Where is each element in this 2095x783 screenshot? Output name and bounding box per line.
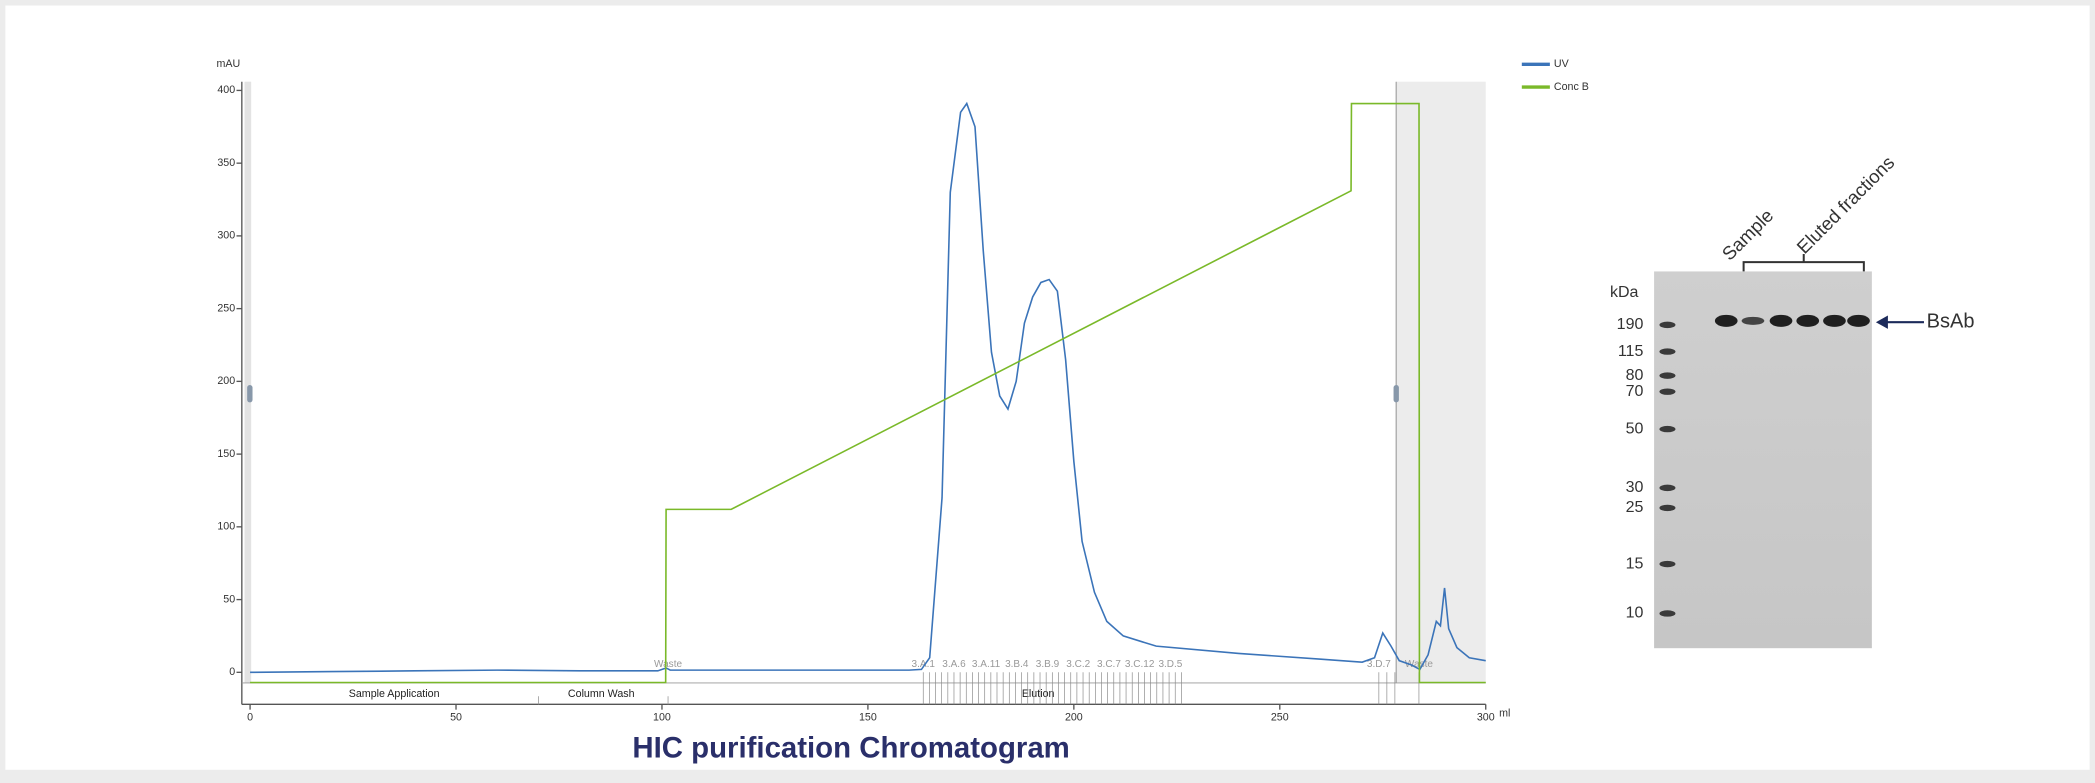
y-tick-label: 250 [217, 302, 235, 314]
marker-label: 50 [1626, 419, 1644, 437]
phase-label: Sample Application [349, 688, 440, 700]
chart-title: HIC purification Chromatogram [632, 732, 1069, 765]
phase-label: Elution [1022, 688, 1055, 700]
fraction-label: 3.C.7 [1097, 659, 1121, 670]
y-tick-label: 400 [217, 84, 235, 96]
x-axis-label: ml [1499, 707, 1510, 719]
x-tick-label: 50 [450, 712, 462, 724]
y-tick-label: 0 [229, 666, 235, 678]
gel-unit: kDa [1610, 283, 1639, 301]
marker-label: 115 [1618, 342, 1644, 360]
legend-label: Conc B [1554, 81, 1589, 93]
band [1796, 315, 1819, 327]
fraction-label: 3.B.4 [1005, 659, 1029, 670]
fraction-label: 3.A.11 [972, 659, 1001, 670]
y-axis-label: mAU [216, 58, 240, 70]
marker-label: 15 [1626, 554, 1644, 572]
fraction-label: 3.B.9 [1036, 659, 1060, 670]
x-tick-label: 250 [1271, 712, 1289, 724]
marker-label: 10 [1626, 604, 1644, 622]
ladder-band [1659, 561, 1675, 567]
fraction-label: 3.A.1 [912, 659, 936, 670]
page: {"chart_data": { "type": "line", "title"… [0, 0, 2095, 778]
ladder-band [1659, 505, 1675, 511]
x-tick-label: 100 [653, 712, 671, 724]
fraction-label: 3.C.12 [1125, 659, 1155, 670]
band [1770, 315, 1793, 327]
ladder-band [1659, 388, 1675, 394]
legend-label: UV [1554, 58, 1570, 70]
handle [247, 385, 252, 402]
marker-label: 190 [1617, 315, 1644, 333]
ladder-band [1659, 322, 1675, 328]
fraction-label: 3.C.2 [1066, 659, 1090, 670]
band [1742, 317, 1765, 325]
y-tick-label: 300 [217, 230, 235, 242]
band [1823, 315, 1846, 327]
ladder-band [1659, 485, 1675, 491]
gel-background [1654, 271, 1872, 648]
ladder-band [1659, 348, 1675, 354]
x-tick-label: 300 [1477, 712, 1495, 724]
y-tick-label: 200 [217, 375, 235, 387]
band [1715, 315, 1738, 327]
marker-label: 30 [1626, 478, 1644, 496]
fraction-label: 3.D.7 [1367, 659, 1391, 670]
fraction-label: 3.A.6 [942, 659, 966, 670]
x-tick-label: 150 [859, 712, 877, 724]
handle [1394, 385, 1399, 402]
x-tick-label: 0 [247, 712, 253, 724]
y-tick-label: 100 [217, 521, 235, 533]
ladder-band [1659, 610, 1675, 616]
phase-label: Column Wash [568, 688, 635, 700]
y-tick-label: 50 [223, 593, 235, 605]
marker-label: 25 [1626, 498, 1644, 516]
y-tick-label: 150 [217, 448, 235, 460]
marker-label: 70 [1626, 382, 1644, 400]
y-tick-label: 350 [217, 157, 235, 169]
band [1847, 315, 1870, 327]
fraction-label: 3.D.5 [1158, 659, 1182, 670]
shade-left [245, 82, 252, 683]
ladder-band [1659, 426, 1675, 432]
band-label: BsAb [1927, 310, 1975, 332]
x-tick-label: 200 [1065, 712, 1083, 724]
shade-right [1396, 82, 1486, 683]
ladder-band [1659, 372, 1675, 378]
figure: mAU ml 0 50 100 150 200 250 300 350 400 0 50 100 150 20… [0, 0, 2095, 778]
